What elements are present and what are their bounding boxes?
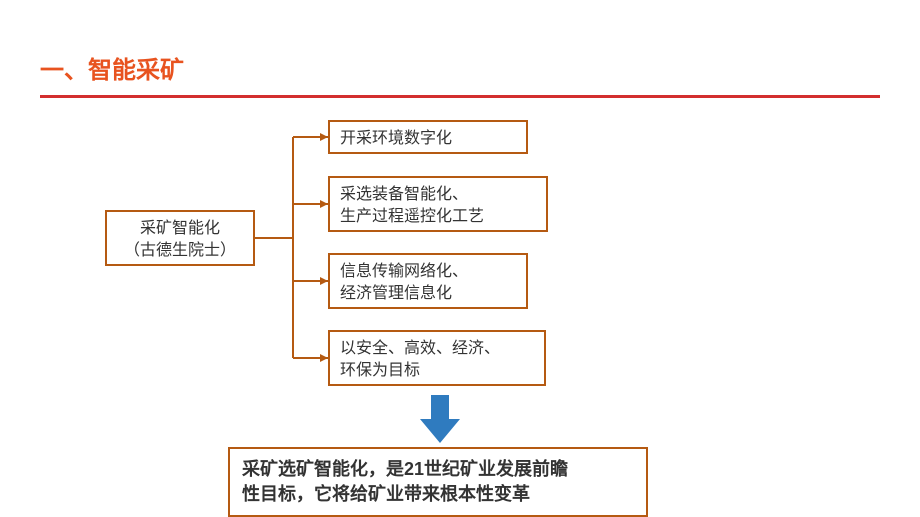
child-node-2: 信息传输网络化、经济管理信息化 bbox=[328, 253, 528, 309]
title-underline bbox=[40, 95, 880, 98]
arrow-down-icon bbox=[420, 395, 460, 448]
child-node-3: 以安全、高效、经济、环保为目标 bbox=[328, 330, 546, 386]
conclusion-line2: 性目标，它将给矿业带来根本性变革 bbox=[242, 482, 634, 507]
root-line2: （古德生院士） bbox=[117, 240, 243, 262]
root-node: 采矿智能化 （古德生院士） bbox=[105, 210, 255, 266]
child-node-0: 开采环境数字化 bbox=[328, 120, 528, 154]
page-title: 一、智能采矿 bbox=[40, 50, 184, 85]
root-line1: 采矿智能化 bbox=[117, 218, 243, 240]
conclusion-line1: 采矿选矿智能化，是21世纪矿业发展前瞻 bbox=[242, 457, 634, 482]
child-node-1: 采选装备智能化、生产过程遥控化工艺 bbox=[328, 176, 548, 232]
title-text: 一、智能采矿 bbox=[40, 57, 184, 84]
conclusion-box: 采矿选矿智能化，是21世纪矿业发展前瞻 性目标，它将给矿业带来根本性变革 bbox=[228, 447, 648, 517]
